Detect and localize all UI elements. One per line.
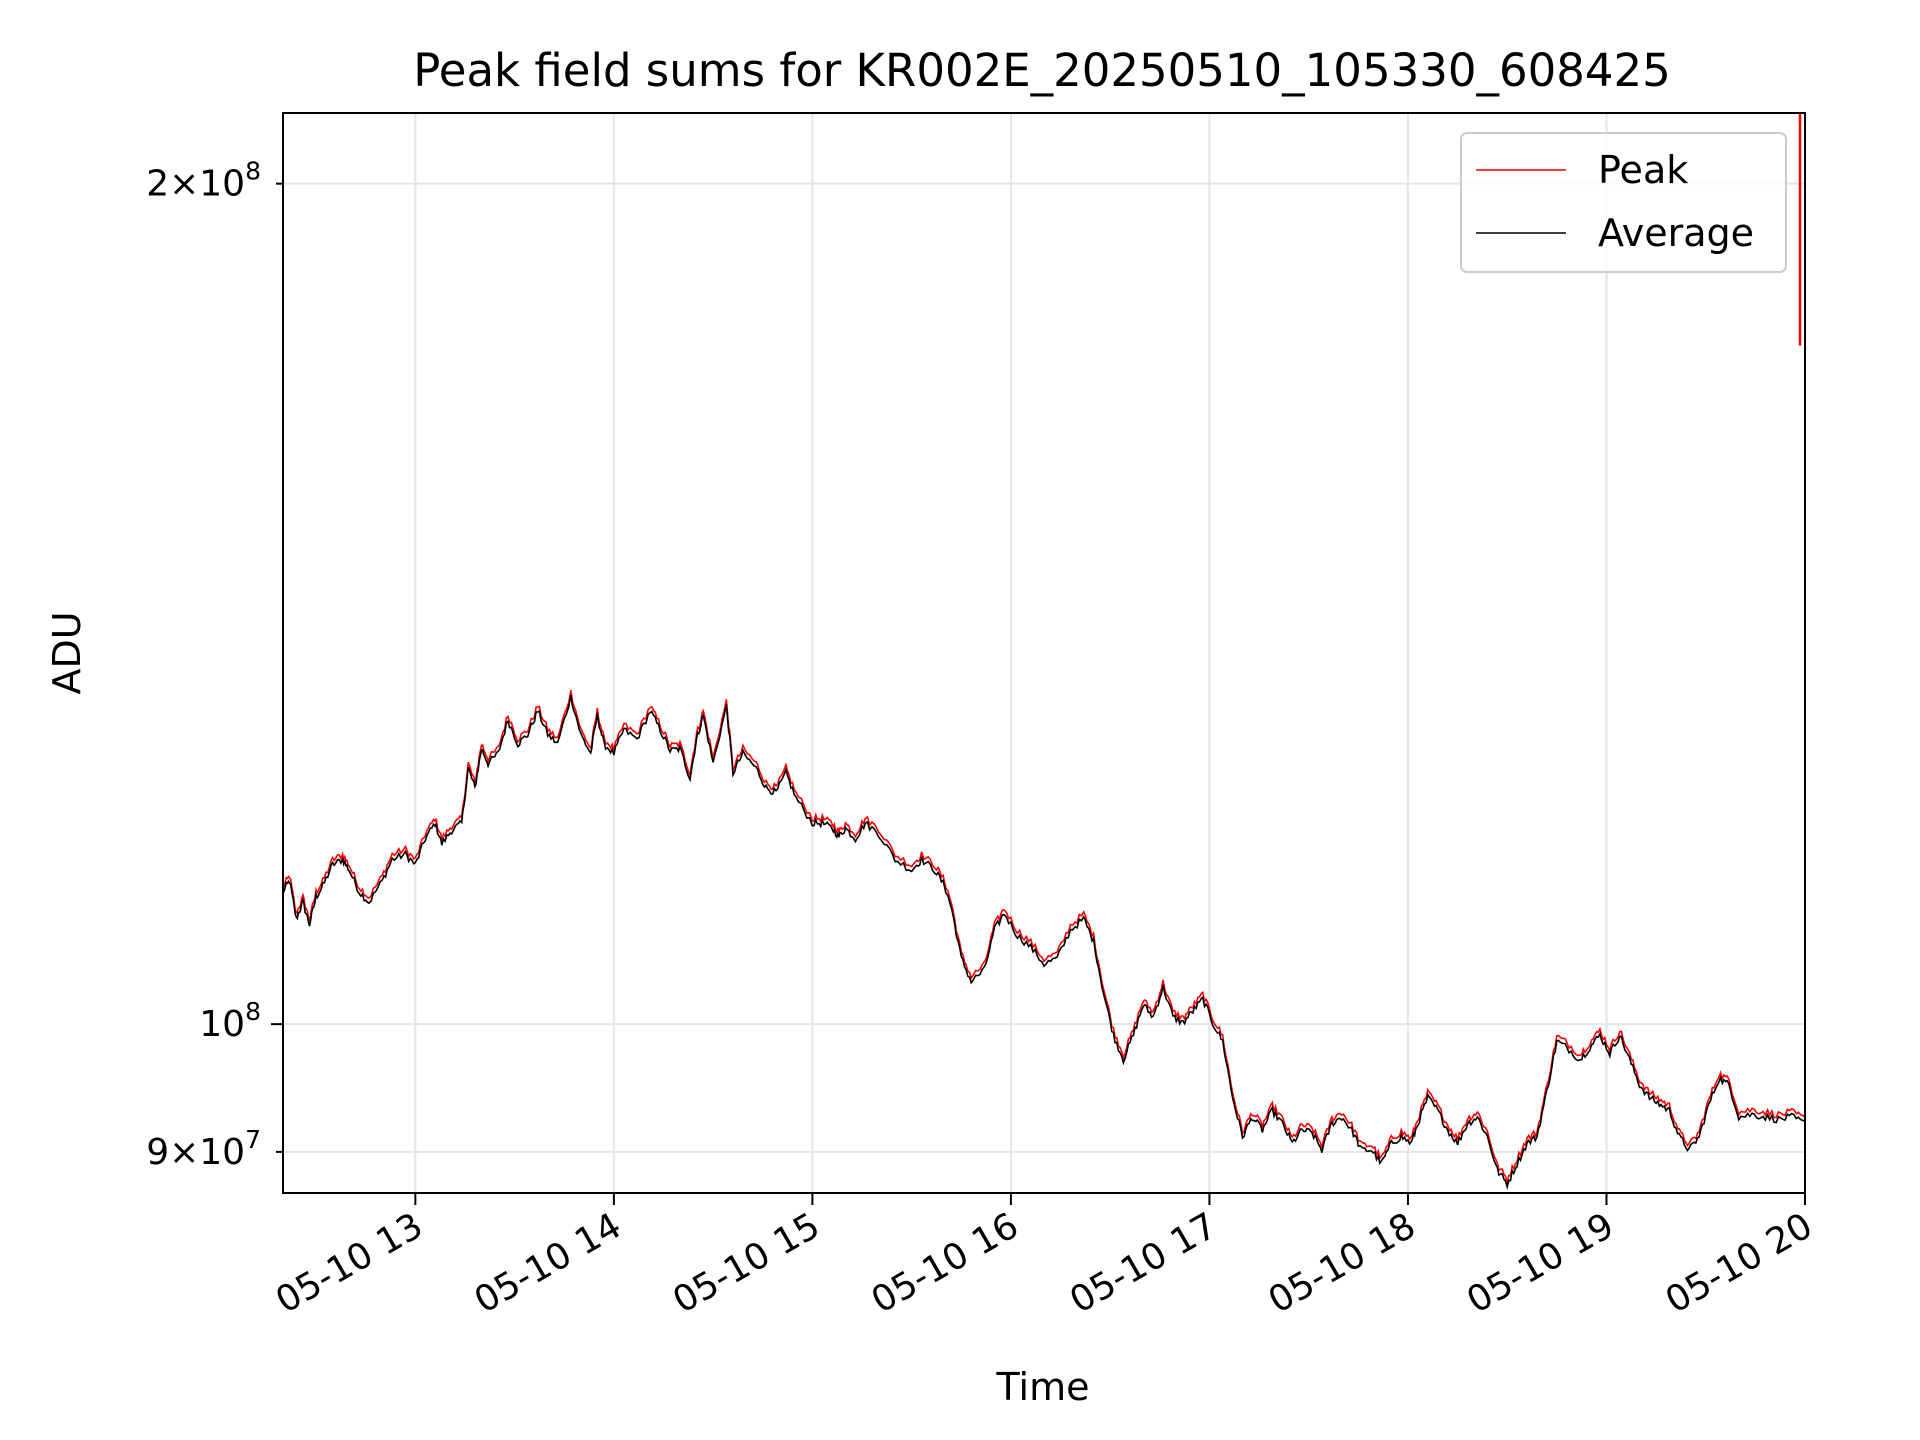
series-line-average — [283, 694, 1805, 1190]
series-line-peak — [283, 689, 1805, 1186]
y-tick-exponent: 7 — [245, 1125, 261, 1154]
x-axis-label: Time — [996, 1365, 1090, 1409]
legend-label-peak: Peak — [1598, 148, 1688, 192]
y-tick-exponent: 8 — [245, 157, 261, 186]
y-axis-label: ADU — [45, 611, 89, 694]
legend-box — [1460, 132, 1787, 273]
legend: Peak Average — [1460, 132, 1787, 273]
legend-label-average: Average — [1598, 211, 1754, 255]
y-tick-label: 108 — [199, 997, 261, 1045]
y-tick-base: 10 — [199, 1004, 245, 1045]
chart-title: Peak field sums for KR002E_20250510_1053… — [413, 44, 1671, 97]
y-tick-times: × — [169, 164, 199, 205]
y-tick-base: 10 — [199, 1132, 245, 1173]
y-tick-mantissa: 9 — [146, 1132, 169, 1173]
plot-frame — [282, 112, 1806, 1194]
y-tick-label: 2×108 — [146, 157, 261, 205]
series-lines — [283, 113, 1805, 1190]
y-tick-times: × — [169, 1132, 199, 1173]
y-tick-base: 10 — [199, 164, 245, 205]
y-tick-exponent: 8 — [245, 997, 261, 1026]
y-tick-label: 9×107 — [146, 1125, 261, 1173]
y-tick-mantissa: 2 — [146, 164, 169, 205]
